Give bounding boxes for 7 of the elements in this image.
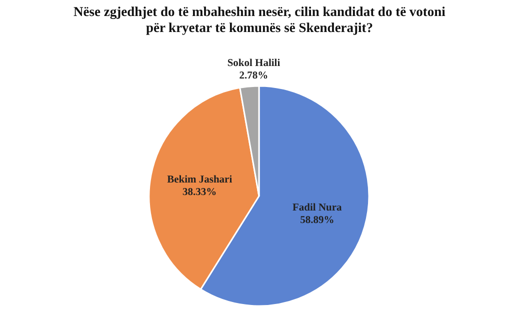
- data-label: 38.33%: [182, 186, 217, 198]
- data-label: 2.78%: [239, 70, 268, 82]
- slice-label: Bekim Jashari: [167, 174, 232, 186]
- data-label: 58.89%: [300, 215, 334, 226]
- chart-title: Nëse zgjedhjet do të mbaheshin nesër, cilin kandidat do të votoni për kryetar të komunës së Skenderajit?: [74, 4, 446, 35]
- slice-label: Fadil Nura: [292, 202, 343, 214]
- slice-label: Sokol Halili: [227, 58, 280, 69]
